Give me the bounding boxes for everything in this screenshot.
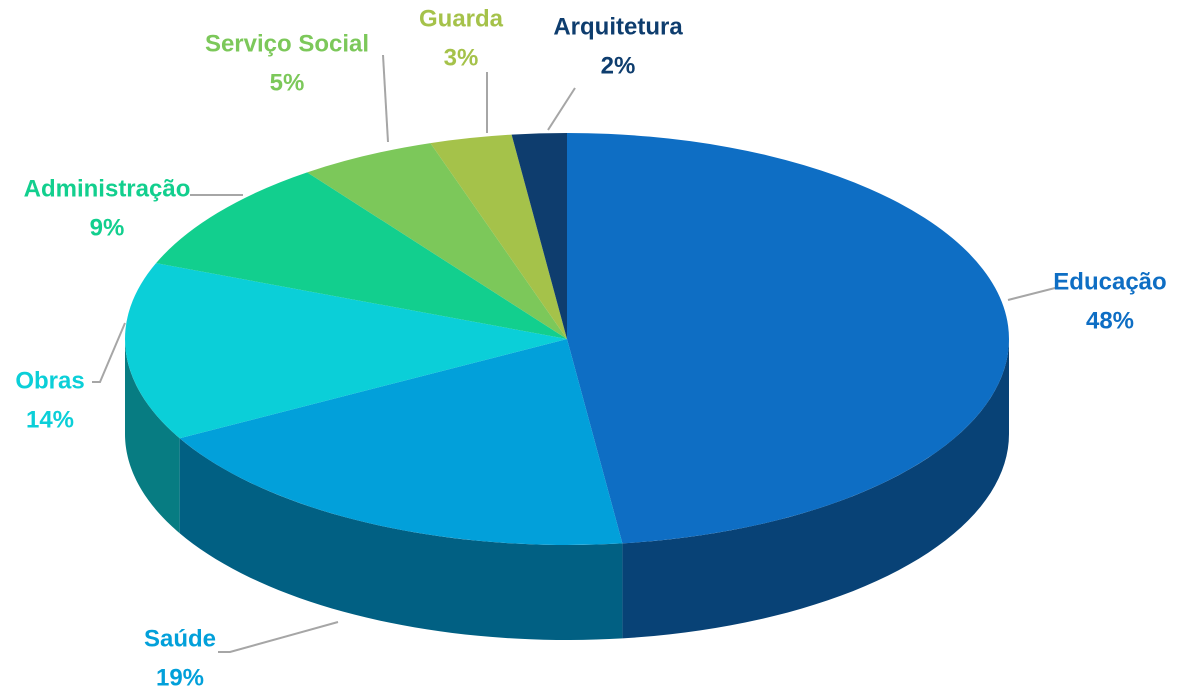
value-label: 19% [156, 664, 204, 691]
leader-line [92, 322, 126, 383]
slice-label: Obras [15, 367, 84, 394]
slice [567, 133, 1009, 544]
slice-label: Arquitetura [553, 13, 683, 40]
slice-label: Educação [1053, 268, 1166, 295]
slice [307, 143, 567, 339]
slice-label: Saúde [144, 625, 216, 652]
leader-line [218, 621, 339, 653]
value-label: 2% [601, 52, 636, 79]
slice-label: Guarda [419, 5, 504, 32]
value-label: 3% [444, 44, 479, 71]
leader-line [382, 54, 389, 143]
slice [511, 133, 567, 339]
slice-side [179, 438, 623, 640]
leader-line [547, 87, 576, 131]
slice [156, 172, 567, 339]
leader-line [1007, 287, 1062, 301]
slice-label: Serviço Social [205, 30, 369, 57]
slice-label: Administração [24, 175, 191, 202]
slice-side [125, 339, 180, 534]
slice [430, 134, 567, 339]
slice [179, 339, 623, 545]
value-label: 9% [90, 214, 125, 241]
value-label: 48% [1086, 307, 1134, 334]
slice-side [622, 339, 1009, 639]
slice [125, 263, 568, 439]
value-label: 5% [270, 69, 305, 96]
value-label: 14% [26, 406, 74, 433]
